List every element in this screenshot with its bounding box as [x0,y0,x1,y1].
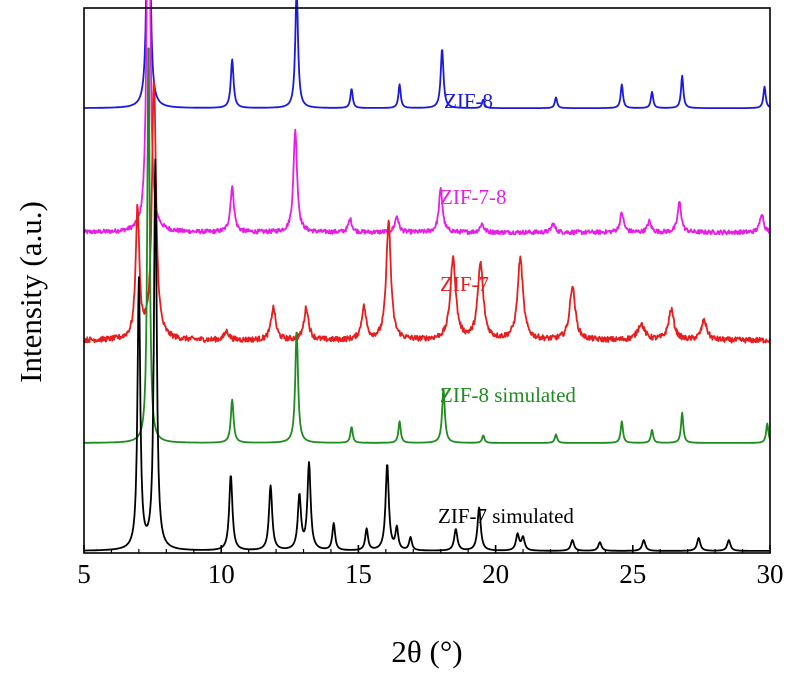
plot-frame [83,7,771,554]
series-label-zif-8: ZIF-8 [444,89,493,113]
series-label-zif-8-simulated: ZIF-8 simulated [440,383,576,407]
series-label-zif-7-8: ZIF-7-8 [440,185,507,209]
series-label-layer: ZIF-8 ZIF-7-8 ZIF-7 ZIF-8 simulated ZIF-7 si… [438,89,576,528]
x-tick-label: 15 [345,559,372,589]
series-line-zif-8 [83,0,771,109]
series-line-zif-7-simulated [83,158,771,552]
x-tick-label: 5 [77,559,91,589]
series-layer [83,0,771,552]
series-label-zif-7-simulated: ZIF-7 simulated [438,504,574,528]
series-line-zif-8-simulated [83,47,771,444]
series-label-zif-7: ZIF-7 [440,272,489,296]
x-axis-title: 2θ (°) [391,634,462,669]
x-tick-label: 25 [619,559,646,589]
x-tick-label: 20 [482,559,509,589]
x-tick-label: 30 [757,559,784,589]
x-tick-layer: 5 10 15 20 25 30 [77,545,784,589]
series-line-zif-7 [83,80,771,344]
series-line-zif-7-8 [83,0,771,236]
x-tick-label: 10 [208,559,235,589]
y-axis-title: Intensity (a.u.) [13,201,48,383]
